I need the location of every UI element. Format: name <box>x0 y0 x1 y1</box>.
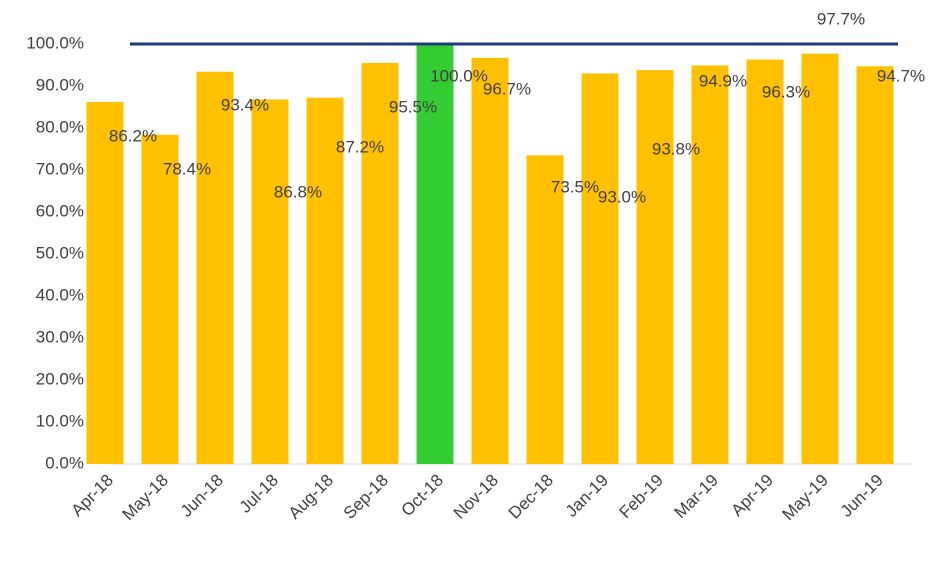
data-label: 86.2% <box>109 126 157 145</box>
x-tick-label: Jul-18 <box>236 471 282 517</box>
x-tick-label: Nov-18 <box>450 471 502 523</box>
y-tick-label: 0.0% <box>45 453 84 472</box>
bar <box>636 70 674 464</box>
data-label: 94.9% <box>699 71 747 90</box>
bar <box>196 71 234 464</box>
x-tick-label: Jun-19 <box>837 471 887 521</box>
data-label: 93.0% <box>598 187 646 206</box>
data-label: 93.4% <box>221 95 269 114</box>
y-tick-label: 100.0% <box>26 33 84 52</box>
x-tick-label: Apr-19 <box>727 471 777 521</box>
y-tick-label: 50.0% <box>36 243 84 262</box>
x-tick-label: Oct-18 <box>397 471 447 521</box>
bar <box>581 73 619 465</box>
x-tick-label: May-19 <box>778 471 832 525</box>
data-label: 73.5% <box>551 177 599 196</box>
x-tick-label: Jan-19 <box>562 471 612 521</box>
data-label: 100.0% <box>430 66 488 85</box>
bar <box>416 44 454 464</box>
x-tick-label: Mar-19 <box>670 471 722 523</box>
bar <box>746 59 784 464</box>
data-label: 93.8% <box>652 139 700 158</box>
data-label: 95.5% <box>389 97 437 116</box>
y-tick-label: 10.0% <box>36 411 84 430</box>
x-tick-label: May-18 <box>118 471 172 525</box>
bar <box>86 101 124 465</box>
x-tick-label: Sep-18 <box>340 471 392 523</box>
y-tick-label: 20.0% <box>36 369 84 388</box>
y-tick-label: 90.0% <box>36 75 84 94</box>
data-label: 86.8% <box>274 182 322 201</box>
x-tick-label: Dec-18 <box>505 471 557 523</box>
y-tick-label: 80.0% <box>36 117 84 136</box>
bar <box>526 155 564 465</box>
bar <box>251 99 289 464</box>
bar <box>361 62 399 465</box>
y-tick-label: 70.0% <box>36 159 84 178</box>
x-tick-label: Aug-18 <box>285 471 337 523</box>
bar <box>306 97 344 464</box>
data-label: 94.7% <box>877 66 925 85</box>
bar <box>141 134 179 464</box>
y-tick-label: 30.0% <box>36 327 84 346</box>
y-tick-label: 60.0% <box>36 201 84 220</box>
x-tick-label: Feb-19 <box>615 471 667 523</box>
bar <box>471 57 509 465</box>
x-tick-label: Jun-18 <box>177 471 227 521</box>
bar <box>856 66 894 464</box>
data-label: 97.7% <box>817 9 865 28</box>
bar <box>801 53 839 464</box>
data-label: 96.3% <box>762 82 810 101</box>
data-label: 78.4% <box>163 159 211 178</box>
y-tick-label: 40.0% <box>36 285 84 304</box>
x-tick-label: Apr-18 <box>67 471 117 521</box>
data-label: 96.7% <box>483 79 531 98</box>
data-label: 87.2% <box>336 137 384 156</box>
bar <box>691 65 729 465</box>
